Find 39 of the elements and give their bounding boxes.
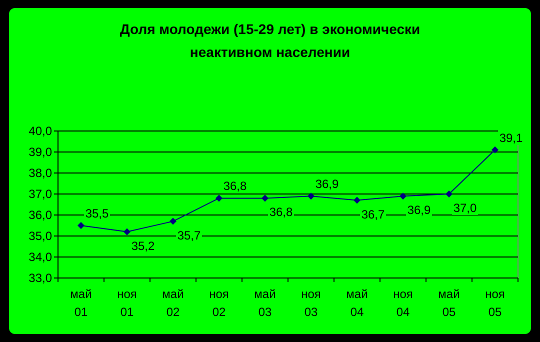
data-label: 35,7: [177, 228, 201, 242]
y-tick-label: 37,0: [28, 187, 52, 201]
x-tick-label: май 04: [346, 287, 368, 319]
point: [124, 228, 130, 236]
point: [492, 146, 498, 154]
x-tick-label: май 03: [254, 287, 276, 319]
point: [216, 194, 222, 202]
x-tick-label: ноя 02: [209, 287, 229, 319]
x-tick-label: ноя 05: [485, 287, 505, 319]
data-label: 36,8: [269, 205, 293, 220]
y-tick-label: 40,0: [28, 124, 52, 138]
data-label: 36,9: [315, 177, 339, 192]
y-tick-label: 36,0: [28, 208, 52, 222]
y-tick-label: 35,0: [28, 229, 52, 243]
data-label: 35,5: [85, 206, 109, 220]
y-tick-label: 34,0: [28, 250, 52, 264]
point: [78, 222, 84, 229]
point: [170, 218, 176, 225]
point: [308, 192, 314, 200]
y-tick-label: 33,0: [28, 271, 52, 285]
x-tick-label: ноя 04: [393, 287, 413, 319]
x-tick-label: май 05: [438, 287, 460, 319]
point: [262, 194, 268, 202]
x-tick-label: ноя 01: [117, 287, 137, 319]
x-tick-label: май 01: [70, 287, 92, 319]
y-tick-label: 39,0: [28, 145, 52, 159]
data-label: 37,0: [453, 201, 477, 215]
data-label: 36,9: [407, 203, 431, 218]
point: [446, 190, 452, 198]
point: [400, 192, 406, 200]
data-label: 36,8: [223, 179, 247, 194]
y-tick-label: 38,0: [28, 166, 52, 180]
point: [354, 196, 360, 204]
data-label: 35,2: [131, 238, 155, 253]
x-tick-label: ноя 03: [301, 287, 321, 319]
x-tick-label: май 02: [162, 287, 184, 319]
data-label: 36,7: [361, 207, 385, 222]
chart-title: Доля молодежи (15-29 лет) в экономически неактивном населении: [120, 21, 420, 60]
data-label: 39,1: [499, 130, 523, 145]
